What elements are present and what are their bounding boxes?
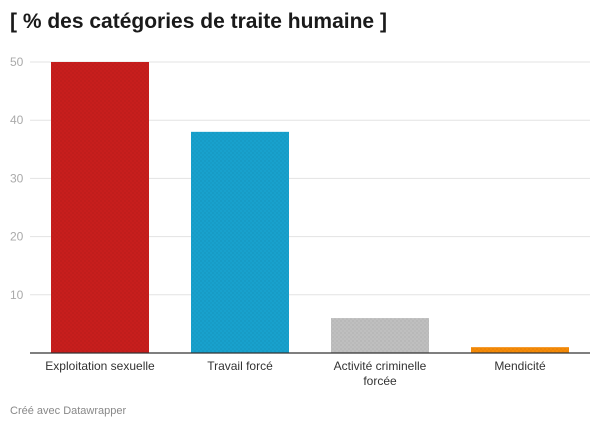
- y-tick-label: 30: [10, 171, 24, 185]
- y-tick-label: 50: [10, 55, 24, 69]
- x-category-label: Travail forcé: [207, 359, 273, 373]
- bar-texture: [191, 131, 289, 353]
- y-tick-label: 10: [10, 288, 24, 302]
- y-tick-label: 20: [10, 230, 24, 244]
- bar-texture: [331, 318, 429, 353]
- bar-group: [471, 347, 569, 353]
- chart-title: [ % des catégories de traite humaine ]: [10, 10, 387, 33]
- bar-texture: [471, 347, 569, 353]
- x-category-label: Activité criminelle forcée: [334, 359, 427, 388]
- y-tick-label: 40: [10, 113, 24, 127]
- bar-group: [191, 131, 289, 353]
- x-category-label: Exploitation sexuelle: [45, 359, 155, 373]
- footer-credit: Créé avec Datawrapper: [10, 405, 127, 417]
- bar-chart: 10 20 30 40 50 Exploitation sexuelle Travail …: [10, 55, 590, 388]
- x-category-label: Mendicité: [494, 359, 546, 373]
- bar-texture: [51, 62, 149, 353]
- bar-group: [331, 318, 429, 353]
- bar-group: [51, 62, 149, 353]
